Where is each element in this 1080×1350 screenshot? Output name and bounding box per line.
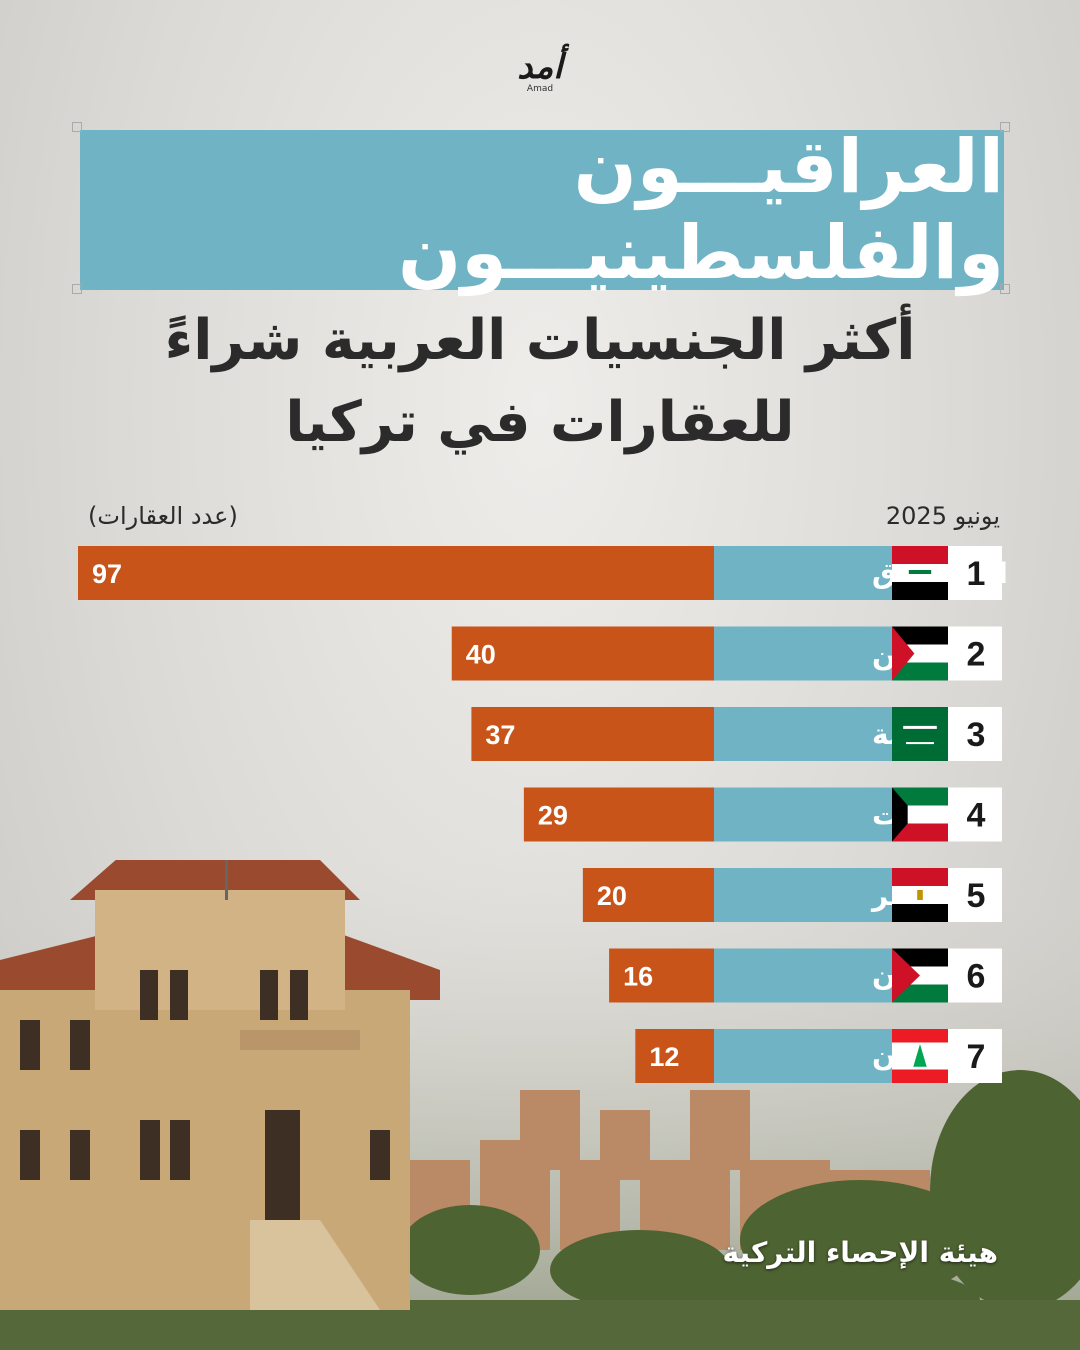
page-title: العراقيـــون والفلسطينيـــون [397, 124, 1004, 296]
corner-mark [1000, 284, 1010, 294]
rank-2: 2 [967, 636, 986, 674]
kuwait-flag-icon [892, 787, 948, 842]
unit-note: (عدد العقارات) [88, 502, 238, 530]
amad-logo: أمد Amad [490, 50, 590, 94]
subtitle-line-2: للعقارات في تركيا [285, 390, 795, 455]
bar-1 [78, 546, 714, 600]
data-label-4: 29 [538, 801, 568, 831]
saudi-arabia-flag-icon [892, 707, 948, 761]
country-label-bg-1 [714, 546, 892, 600]
country-label-bg-7 [714, 1029, 892, 1083]
iraq-flag-icon [892, 546, 948, 600]
main-building [0, 860, 440, 1310]
lebanon-flag-icon [892, 1029, 948, 1083]
egypt-flag-icon [892, 868, 948, 922]
corner-mark [1000, 122, 1010, 132]
data-label-3: 37 [485, 720, 515, 750]
subtitle: أكثر الجنسيات العربية شراءً للعقارات في … [100, 300, 980, 464]
bar-5 [582, 868, 714, 922]
rank-6: 6 [967, 958, 986, 996]
rank-5: 5 [967, 877, 986, 915]
country-label-bg-2 [714, 626, 892, 681]
corner-mark [72, 284, 82, 294]
bar-3 [471, 707, 714, 761]
data-label-6: 16 [623, 962, 653, 992]
bar-7 [635, 1029, 714, 1083]
title-banner: العراقيـــون والفلسطينيـــون [80, 124, 1004, 296]
rank-1: 1 [967, 555, 986, 593]
building-scene [0, 860, 1080, 1350]
subtitle-line-1: أكثر الجنسيات العربية شراءً [164, 308, 916, 373]
data-label-5: 20 [597, 881, 627, 911]
bar-4 [523, 787, 714, 842]
corner-mark [72, 122, 82, 132]
logo-text: أمد [517, 47, 563, 87]
data-label-2: 40 [466, 640, 496, 670]
rank-3: 3 [967, 716, 986, 754]
country-label-bg-5 [714, 868, 892, 922]
trees [400, 1070, 1080, 1340]
turkey-flag-icon [225, 860, 228, 900]
period-label: يونيو 2025 [885, 502, 1000, 530]
logo-subtext: Amad [526, 84, 554, 94]
country-label-bg-3 [714, 707, 892, 761]
rank-7: 7 [967, 1038, 986, 1076]
country-label-bg-4 [714, 787, 892, 842]
data-label-7: 12 [649, 1042, 679, 1072]
source-label: هيئة الإحصاء التركية [722, 1236, 998, 1269]
data-label-1: 97 [92, 559, 122, 589]
country-label-bg-6 [714, 948, 892, 1003]
jordan-flag-icon [892, 948, 948, 1003]
palestine-flag-icon [892, 626, 948, 681]
bar-2 [451, 626, 714, 681]
rank-4: 4 [967, 797, 986, 835]
bar-6 [609, 948, 714, 1003]
